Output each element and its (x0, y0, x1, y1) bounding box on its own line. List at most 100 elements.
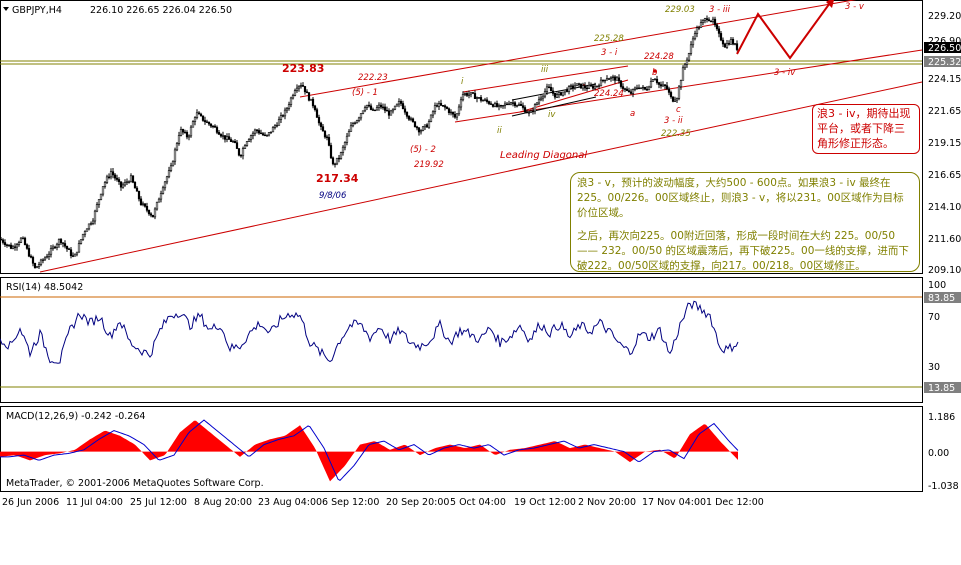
candle-body (205, 121, 209, 123)
candle-body (423, 124, 427, 128)
candle-body (381, 106, 385, 109)
candle-body (49, 248, 53, 255)
candle-body (539, 97, 543, 101)
candle-body (391, 108, 395, 112)
candle-body (575, 83, 579, 87)
time-tick: 6 Sep 12:00 (322, 497, 379, 508)
candle-body (597, 85, 601, 87)
candle-body (121, 184, 125, 188)
candle-body (465, 93, 469, 96)
candle-body (183, 131, 187, 134)
candle-body (343, 142, 347, 148)
price-tick: 226.90 (928, 36, 961, 47)
candle-body (673, 99, 677, 102)
candle-body (233, 141, 237, 144)
candle-body (159, 193, 163, 200)
candle-body (75, 251, 79, 255)
candle-body (15, 244, 19, 248)
wave-5-1-price: 222.23 (358, 73, 388, 83)
candle-body (715, 24, 719, 30)
candle-body (413, 121, 417, 128)
candle-body (229, 139, 233, 143)
candle-body (37, 264, 41, 267)
candle-body (143, 203, 147, 207)
candle-body (291, 95, 295, 99)
candle-body (219, 134, 223, 137)
rsi-lower-tag (924, 382, 961, 393)
candle-body (235, 142, 239, 149)
candle-body (369, 105, 373, 110)
candle-body (251, 132, 255, 136)
time-tick: 1 Dec 12:00 (706, 497, 764, 508)
candle-body (161, 187, 165, 194)
candle-body (493, 103, 497, 107)
diagonal-upper-line (462, 65, 629, 93)
time-tick: 23 Aug 04:00 (258, 497, 322, 508)
candle-body (671, 96, 675, 102)
candle-body (145, 206, 149, 211)
candle-body (171, 160, 175, 167)
candle-body (123, 182, 127, 186)
candle-body (477, 97, 481, 99)
candle-body (97, 199, 101, 205)
candle-body (613, 76, 617, 81)
candle-body (311, 98, 315, 107)
candle-body (573, 85, 577, 89)
candle-body (435, 105, 439, 107)
price-tick: 224.15 (928, 74, 961, 85)
candle-body (189, 126, 193, 137)
level-price-tag-label: 225.32 (928, 57, 961, 68)
candle-body (635, 87, 639, 90)
candle-body (513, 102, 517, 106)
candle-body (527, 112, 531, 114)
candle-body (509, 102, 513, 105)
candle-body (63, 243, 67, 247)
candle-body (179, 129, 183, 136)
candle-body (713, 18, 717, 26)
candle-body (277, 119, 281, 126)
candle-body (327, 137, 331, 146)
candle-body (577, 83, 581, 85)
candle-body (135, 187, 139, 192)
candle-body (73, 253, 77, 257)
time-tick: 8 Aug 20:00 (194, 497, 252, 508)
candle-body (585, 87, 589, 90)
candle-body (11, 246, 15, 249)
candle-body (561, 91, 565, 96)
candle-body (395, 103, 399, 107)
candle-body (151, 214, 155, 218)
candle-body (619, 80, 623, 87)
leading-diagonal-label: Leading Diagonal (500, 150, 587, 161)
candle-body (301, 85, 305, 87)
candle-body (639, 87, 643, 89)
candle-body (21, 237, 25, 240)
candle-body (103, 182, 107, 187)
candle-body (247, 139, 251, 142)
candle-body (501, 105, 505, 107)
candle-body (409, 118, 413, 120)
candle-body (335, 157, 339, 165)
candle-body (341, 146, 345, 153)
wave-a-label: a (630, 109, 635, 119)
candle-body (557, 92, 561, 95)
candle-body (203, 120, 207, 123)
candle-body (33, 262, 37, 269)
candle-body (241, 148, 245, 157)
candle-body (297, 85, 301, 89)
time-tick: 11 Jul 04:00 (66, 497, 123, 508)
candle-body (81, 233, 85, 240)
rsi-upper-tag (924, 292, 961, 303)
candle-body (65, 245, 69, 250)
candle-body (651, 79, 655, 82)
candle-body (51, 246, 55, 249)
candle-body (87, 223, 91, 230)
wave-ii-label: ii (497, 126, 502, 136)
candle-body (167, 170, 171, 178)
candle-body (659, 84, 663, 87)
candle-body (353, 122, 357, 125)
candle-body (147, 209, 151, 215)
wave-5-1-label: (5) - 1 (352, 88, 378, 98)
price-222-35-label: 222.35 (661, 129, 691, 139)
candle-body (263, 134, 267, 137)
